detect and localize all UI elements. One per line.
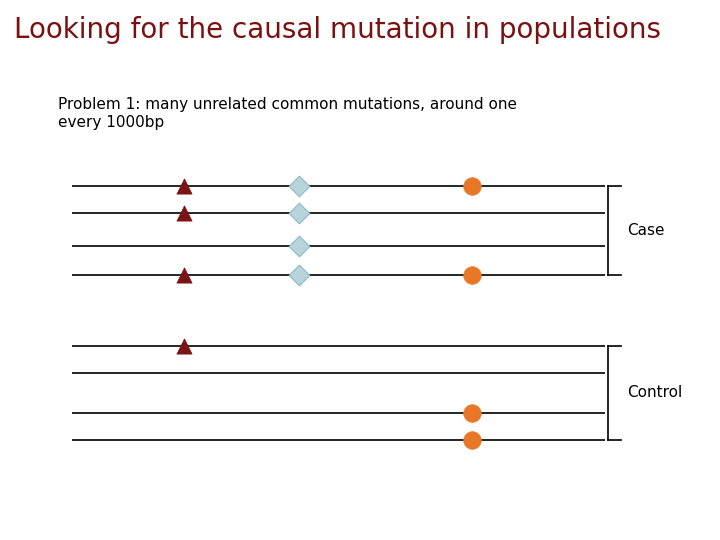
Point: [178, 209, 189, 218]
Text: Problem 1: many unrelated common mutations, around one
every 1000bp: Problem 1: many unrelated common mutatio…: [58, 97, 517, 130]
Point: [293, 182, 305, 191]
Point: [178, 341, 189, 350]
Point: [466, 271, 477, 280]
Text: Control: Control: [627, 386, 683, 400]
Text: Case: Case: [627, 224, 665, 238]
Point: [293, 271, 305, 280]
Point: [466, 409, 477, 417]
Point: [466, 436, 477, 444]
Point: [293, 209, 305, 218]
Text: Looking for the causal mutation in populations: Looking for the causal mutation in popul…: [14, 16, 662, 44]
Point: [178, 271, 189, 280]
Point: [293, 241, 305, 250]
Point: [178, 182, 189, 191]
Point: [466, 182, 477, 191]
